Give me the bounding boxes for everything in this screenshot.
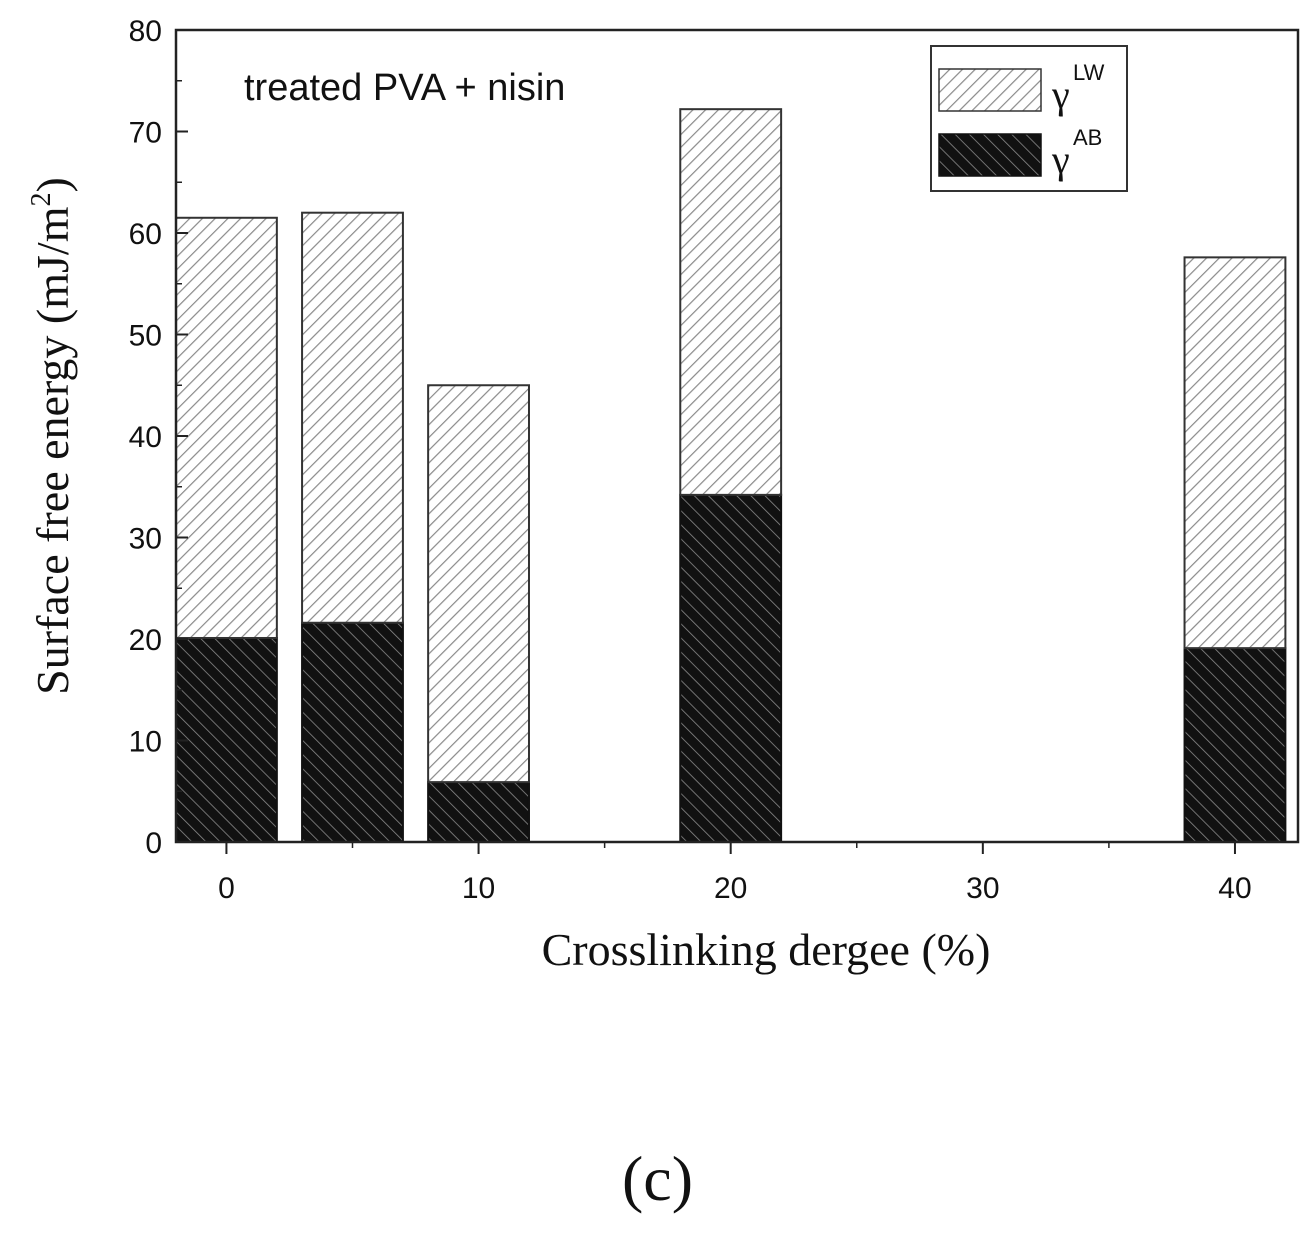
y-tick-label: 0 (145, 827, 162, 860)
legend-swatch-ab (938, 133, 1042, 177)
y-axis-title-group: Surface free energy (mJ/m2) (26, 177, 78, 695)
y-tick-label: 50 (129, 320, 162, 353)
y-tick-label: 30 (129, 523, 162, 556)
x-tick-label: 10 (462, 872, 495, 905)
y-tick-label: 60 (129, 218, 162, 251)
y-tick-label: 40 (129, 421, 162, 454)
y-axis-title: Surface free energy (mJ/m2) (26, 177, 78, 695)
x-tick-label: 30 (966, 872, 999, 905)
x-tick-label: 0 (218, 872, 235, 905)
chart-annotation: treated PVA + nisin (244, 67, 565, 109)
bar-ab-5 (301, 621, 404, 844)
y-tick-label: 70 (129, 117, 162, 150)
y-axis-title-sup: 2 (26, 193, 57, 207)
bar-ab-40 (1183, 647, 1287, 844)
y-tick-label: 80 (129, 15, 162, 48)
legend-sup-lw: LW (1073, 60, 1105, 85)
panel-label: (c) (621, 1143, 694, 1214)
bar-ab-0 (175, 636, 278, 843)
axes-layer (174, 28, 1300, 854)
bars-layer (175, 108, 1287, 844)
y-tick-label: 20 (129, 624, 162, 657)
bar-lw-40 (1183, 256, 1287, 650)
legend-label-lw: γ (1051, 72, 1070, 117)
x-tick-label: 40 (1218, 872, 1251, 905)
bar-ab-20 (679, 493, 783, 843)
legend: γ LW γ AB (930, 45, 1128, 192)
y-axis-title-main: Surface free energy (mJ/m (27, 206, 78, 695)
x-axis-title: Crosslinking dergee (%) (542, 924, 991, 975)
legend-sup-ab: AB (1073, 125, 1102, 150)
y-tick-label: 10 (129, 726, 162, 759)
legend-swatch-lw (938, 68, 1042, 112)
bar-lw-0 (175, 216, 278, 639)
x-tick-label: 20 (714, 872, 747, 905)
bar-lw-20 (679, 108, 783, 496)
legend-label-ab: γ (1051, 137, 1070, 182)
labels-layer: 0 10 20 30 40 50 60 70 80 0 10 20 30 40 (129, 15, 1252, 905)
bar-lw-5 (301, 211, 404, 624)
bar-lw-10 (427, 384, 530, 784)
y-axis-title-close: ) (27, 177, 78, 192)
bar-ab-10 (427, 781, 530, 843)
